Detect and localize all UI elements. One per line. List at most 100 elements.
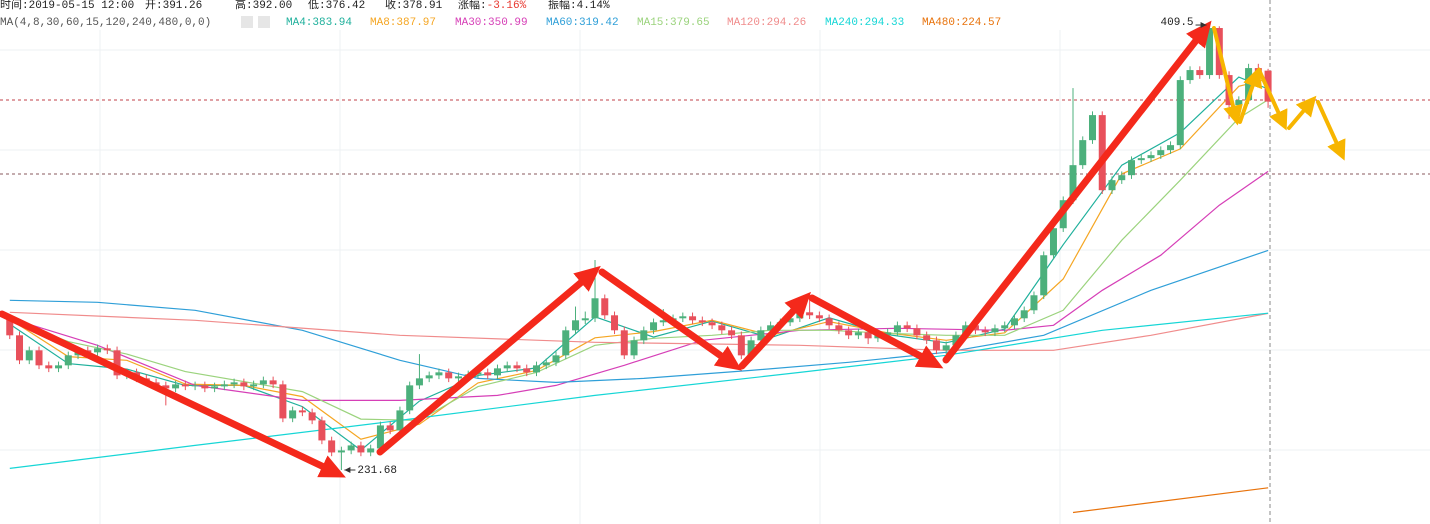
candle-body <box>1167 145 1175 151</box>
candle-body <box>347 445 355 451</box>
candle-body <box>35 350 43 366</box>
info-item: 收:378.91 <box>385 0 443 12</box>
candle-body <box>415 378 423 386</box>
candle-body <box>357 445 365 453</box>
candle-body <box>884 332 892 336</box>
candle-body <box>259 380 267 385</box>
candle-body <box>747 340 755 356</box>
candle-body <box>854 332 862 336</box>
candle-body <box>55 365 63 369</box>
candle-body <box>1147 155 1155 159</box>
legend-entry: MA240:294.33 <box>825 17 904 29</box>
candle-body <box>113 350 121 376</box>
candle-body <box>620 330 628 356</box>
info-value: 376.42 <box>326 0 366 12</box>
candle-body <box>630 340 638 356</box>
candle-body <box>542 362 550 366</box>
candle-body <box>250 384 258 387</box>
arrow <box>808 294 944 369</box>
candle-body <box>162 385 170 389</box>
candle-body <box>1079 140 1087 166</box>
legend-entry: MA60:319.42 <box>546 17 619 29</box>
arrow <box>942 20 1212 364</box>
candle-body <box>1049 228 1057 256</box>
legend-entry: MA8:387.97 <box>370 17 436 29</box>
candle-body <box>1098 115 1106 191</box>
arrow <box>1238 66 1263 124</box>
candle-body <box>864 332 872 339</box>
info-value: 2019-05-15 12:00 <box>29 0 135 12</box>
info-label: 开: <box>145 0 163 12</box>
arrow <box>1287 95 1317 130</box>
candle-body <box>220 384 228 387</box>
candle-body <box>806 312 814 316</box>
candle-body <box>396 410 404 431</box>
candle-body <box>1020 310 1028 319</box>
ma-line <box>9 76 1269 451</box>
candle-body <box>103 348 111 351</box>
info-item: 低:376.42 <box>308 0 365 12</box>
candle-body <box>913 328 921 336</box>
candle-body <box>562 330 570 356</box>
ma-line <box>9 311 1269 351</box>
legend-entry: MA15:379.65 <box>637 17 710 29</box>
candle-body <box>698 320 706 323</box>
candle-body <box>689 316 697 321</box>
candle-body <box>1069 165 1077 201</box>
candle-body <box>981 330 989 333</box>
candle-body <box>767 325 775 331</box>
candle-body <box>757 330 765 341</box>
candle-body <box>240 382 248 387</box>
candle-body <box>1176 80 1184 146</box>
candle-body <box>932 340 940 351</box>
ma-line <box>9 312 1269 469</box>
settings-icon[interactable] <box>241 16 253 28</box>
candle-body <box>45 365 53 369</box>
candle-body <box>903 325 911 329</box>
candle-body <box>1088 115 1096 141</box>
candle-body <box>991 328 999 333</box>
candle-body <box>942 345 950 351</box>
info-value: -3.16% <box>487 0 527 12</box>
candle-body <box>845 330 853 336</box>
candle-body <box>591 298 599 319</box>
candle-body <box>718 325 726 331</box>
candle-body <box>94 348 102 353</box>
ma-line <box>9 99 1269 422</box>
candle-body <box>25 350 33 361</box>
annotations: 409.5 231.68 <box>344 17 1207 477</box>
info-item: 涨幅:-3.16% <box>458 0 527 12</box>
candle-body <box>328 440 336 453</box>
candle-body <box>1118 175 1126 181</box>
candle-body <box>289 410 297 419</box>
candle-body <box>1137 158 1145 161</box>
candle-body <box>923 335 931 341</box>
candle-body <box>406 385 414 411</box>
info-label: 时间: <box>0 0 29 12</box>
candle-body <box>445 372 453 379</box>
candle-body <box>484 372 492 376</box>
legend-entry: MA480:224.57 <box>922 17 1001 29</box>
candle-body <box>1010 318 1018 326</box>
candle-body <box>454 376 462 379</box>
annotation-label: 231.68 <box>357 465 397 477</box>
candle-body <box>318 420 326 441</box>
candle-body <box>679 316 687 319</box>
arrow <box>738 291 811 370</box>
candle-body <box>1186 70 1194 81</box>
candle-body <box>230 382 238 385</box>
candle-body <box>552 355 560 363</box>
close-icon[interactable] <box>258 16 270 28</box>
candle-body <box>493 368 501 376</box>
candle-body <box>1040 255 1048 296</box>
info-item: 振幅:4.14% <box>548 0 610 12</box>
arrow <box>1316 100 1346 161</box>
candle-body <box>16 335 24 361</box>
candle-body <box>728 330 736 336</box>
candle-body <box>1128 160 1136 176</box>
candle-body <box>611 315 619 331</box>
candle-body <box>308 412 316 421</box>
trend-arrows <box>0 20 1346 478</box>
candle-body <box>513 365 521 369</box>
